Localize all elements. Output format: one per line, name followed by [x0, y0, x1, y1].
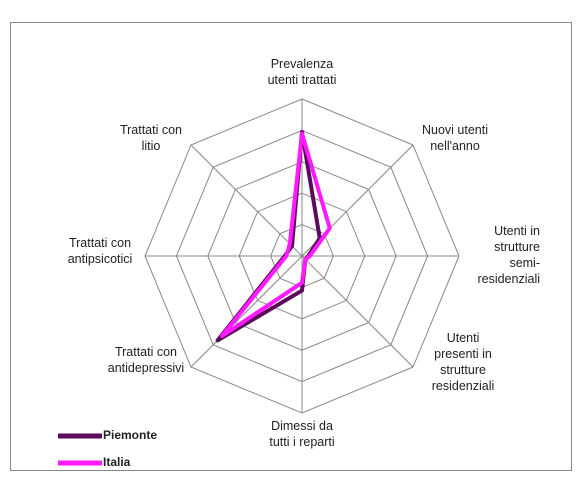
axis-label-line: antipsicotici — [68, 252, 133, 266]
axis-label: Trattati con antidepressivi — [108, 345, 184, 375]
axis-label-line: Trattati con — [115, 345, 177, 359]
axis-label-line: Prevalenza — [271, 57, 334, 71]
axis-label-line: semi- — [509, 256, 540, 270]
spoke — [301, 255, 414, 368]
axis-label-line: presenti in — [434, 347, 492, 361]
axis-label-line: litio — [142, 139, 161, 153]
spoke — [190, 255, 303, 368]
axis-label-line: residenziali — [477, 272, 540, 286]
axis-label-line: Utenti — [447, 331, 480, 345]
axis-label-line: nell'anno — [430, 139, 480, 153]
axis-label-line: Nuovi utenti — [422, 123, 488, 137]
axis-label: Dimessi da tutti i reparti — [269, 419, 334, 449]
axis-label: Trattati con antipsicotici — [68, 236, 133, 266]
legend-label: Piemonte — [103, 428, 157, 442]
axis-label: Trattati con litio — [120, 123, 182, 153]
axis-label-line: strutture — [494, 240, 540, 254]
axis-label: Utenti in strutture semi-residenziali — [477, 224, 540, 286]
axis-label: Nuovi utenti nell'anno — [422, 123, 488, 153]
axis-label: Prevalenza utenti trattati — [268, 57, 337, 87]
axis-label: Utenti presenti in strutture residenziali — [432, 331, 495, 393]
axis-label-line: Utenti in — [494, 224, 540, 238]
legend-label: Italia — [103, 455, 131, 469]
axis-label-line: residenziali — [432, 379, 495, 393]
axis-label-line: antidepressivi — [108, 361, 184, 375]
axis-label-line: Trattati con — [120, 123, 182, 137]
axis-label-line: Trattati con — [69, 236, 131, 250]
series-line — [220, 131, 332, 338]
axis-label-line: Dimessi da — [271, 419, 333, 433]
axis-label-line: tutti i reparti — [269, 435, 334, 449]
axis-label-line: strutture — [440, 363, 486, 377]
axis-label-line: utenti trattati — [268, 73, 337, 87]
spoke — [190, 144, 303, 257]
